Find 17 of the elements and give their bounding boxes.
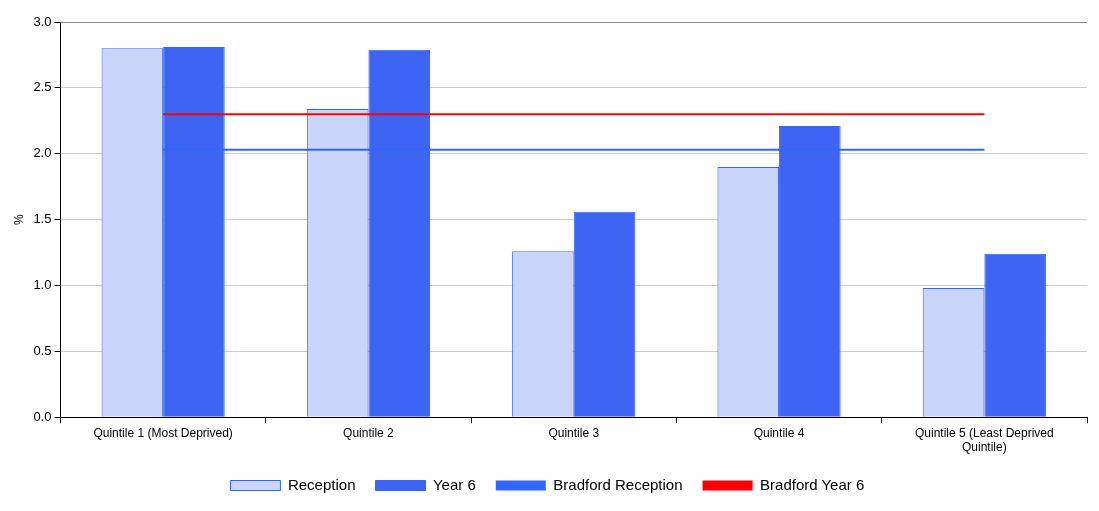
y-tick-label: 2.5 (33, 79, 52, 95)
y-tick-label: 1.5 (33, 211, 52, 227)
x-tick-label: Quintile 1 (Most Deprived) (93, 425, 233, 440)
y-tick-label: 0.0 (33, 408, 52, 424)
legend-label: Bradford Year 6 (760, 475, 865, 493)
x-tick-label: Quintile 4 (753, 425, 805, 440)
legend-label: Year 6 (432, 475, 476, 493)
legend-label: Bradford Reception (553, 475, 683, 493)
y-tick-label: 1.0 (33, 277, 52, 293)
y-tick-label: 3.0 (33, 13, 52, 29)
x-tick-label: Quintile 5 (Least Deprived Quintile) (914, 425, 1054, 455)
x-tick-label: Quintile 3 (548, 425, 600, 440)
legend-label: Reception (287, 475, 356, 493)
x-tick-label: Quintile 2 (343, 425, 395, 440)
y-tick-label: 2.0 (33, 145, 52, 161)
y-tick-label: 0.5 (33, 342, 52, 358)
y-axis-title: % (11, 213, 26, 225)
